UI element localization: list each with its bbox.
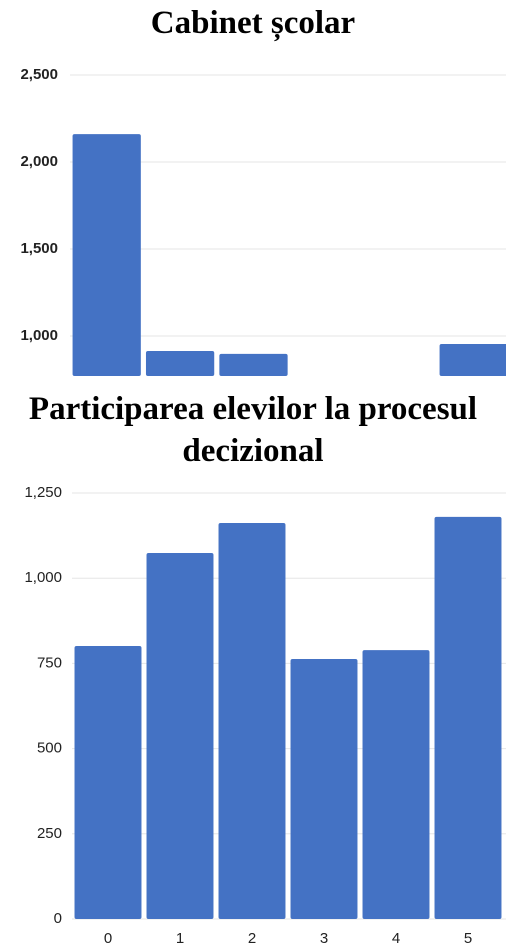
- x-tick-label: 2: [248, 930, 256, 947]
- y-tick-label: 1,500: [20, 240, 58, 257]
- bar: [72, 134, 141, 376]
- x-tick-label: 4: [392, 930, 400, 947]
- bar: [146, 552, 214, 919]
- chart-title: Participarea elevilor la procesul decizi…: [28, 391, 478, 469]
- bar: [145, 350, 215, 376]
- plot: [72, 492, 506, 920]
- bar: [434, 516, 502, 919]
- x-tick-label: 5: [464, 930, 472, 947]
- bar: [74, 646, 142, 919]
- chart-title: Cabinet școlar: [150, 5, 356, 41]
- bar: [218, 522, 286, 919]
- y-tick-label: 750: [37, 654, 62, 671]
- x-tick-label: 3: [320, 930, 328, 947]
- x-tick-label: 1: [176, 930, 184, 947]
- bar: [439, 343, 506, 376]
- y-tick-label: 1,250: [24, 484, 62, 501]
- y-tick-label: 1,000: [20, 327, 58, 344]
- bar: [219, 353, 288, 376]
- plot: [70, 74, 506, 376]
- y-tick-label: 1,000: [24, 569, 62, 586]
- y-tick-label: 2,500: [20, 66, 58, 83]
- y-tick-label: 0: [54, 910, 62, 927]
- y-tick-label: 2,000: [20, 153, 58, 170]
- y-tick-label: 500: [37, 740, 62, 757]
- x-tick-label: 0: [104, 930, 112, 947]
- bar: [290, 658, 358, 919]
- bar: [362, 650, 430, 919]
- y-tick-label: 250: [37, 825, 62, 842]
